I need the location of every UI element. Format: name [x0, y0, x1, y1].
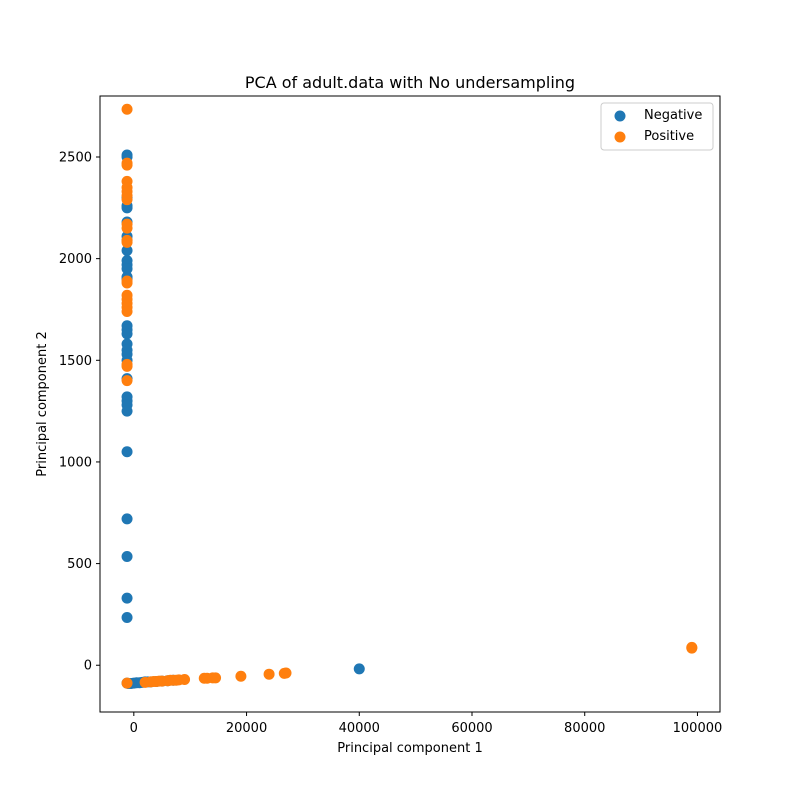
- y-tick-label: 2000: [59, 252, 92, 267]
- legend: Negative Positive: [600, 102, 714, 151]
- series-negative: [121, 149, 365, 690]
- y-tick-label: 2500: [59, 150, 92, 165]
- legend-label-positive: Positive: [644, 129, 694, 144]
- point-negative-29: [121, 592, 133, 604]
- point-positive-38: [210, 672, 222, 684]
- chart-title: PCA of adult.data with No undersampling: [245, 73, 575, 92]
- point-negative-25: [121, 405, 133, 417]
- y-axis-label: Principal component 2: [35, 331, 50, 476]
- y-tick-label: 500: [67, 557, 92, 572]
- point-negative-16: [121, 328, 133, 340]
- legend-label-negative: Negative: [644, 108, 702, 123]
- series-positive: [121, 103, 698, 689]
- point-positive-39: [235, 670, 247, 682]
- y-tick-label: 0: [84, 659, 92, 674]
- point-negative-26: [121, 446, 133, 458]
- point-positive-2: [121, 159, 133, 171]
- legend-box: [600, 102, 714, 151]
- point-positive-9: [121, 222, 133, 234]
- point-positive-18: [121, 306, 133, 317]
- points-layer: [121, 103, 698, 690]
- point-positive-11: [121, 236, 133, 248]
- legend-marker-positive: [614, 131, 626, 143]
- x-tick-label: 100000: [673, 721, 723, 736]
- point-positive-22: [121, 677, 133, 689]
- y-axis-ticks: 0 500 1000 1500 2000 2500: [59, 150, 100, 674]
- point-positive-7: [121, 194, 133, 206]
- point-positive-44: [686, 642, 698, 654]
- point-negative-27: [121, 513, 133, 525]
- point-negative-4: [121, 202, 133, 214]
- x-tick-label: 0: [130, 721, 138, 736]
- point-positive-13: [121, 277, 133, 289]
- point-positive-21: [121, 375, 133, 387]
- legend-marker-negative: [614, 110, 626, 122]
- point-negative-8: [121, 245, 133, 257]
- point-negative-11: [121, 263, 133, 275]
- x-tick-label: 80000: [564, 721, 605, 736]
- point-negative-45: [353, 663, 365, 675]
- plot-frame: [99, 95, 721, 713]
- y-tick-label: 1000: [59, 455, 92, 470]
- point-negative-30: [121, 611, 133, 623]
- point-positive-20: [121, 360, 133, 372]
- x-tick-label: 20000: [226, 721, 267, 736]
- x-axis-label: Principal component 1: [337, 741, 482, 756]
- x-tick-label: 40000: [339, 721, 380, 736]
- point-positive-42: [280, 667, 292, 679]
- x-tick-label: 60000: [451, 721, 492, 736]
- point-negative-28: [121, 550, 133, 562]
- point-positive-0: [121, 103, 133, 115]
- y-tick-label: 1500: [59, 354, 92, 369]
- point-positive-34: [179, 673, 191, 685]
- point-positive-40: [263, 668, 275, 680]
- x-axis-ticks: 0 20000 40000 60000 80000 100000: [130, 712, 723, 736]
